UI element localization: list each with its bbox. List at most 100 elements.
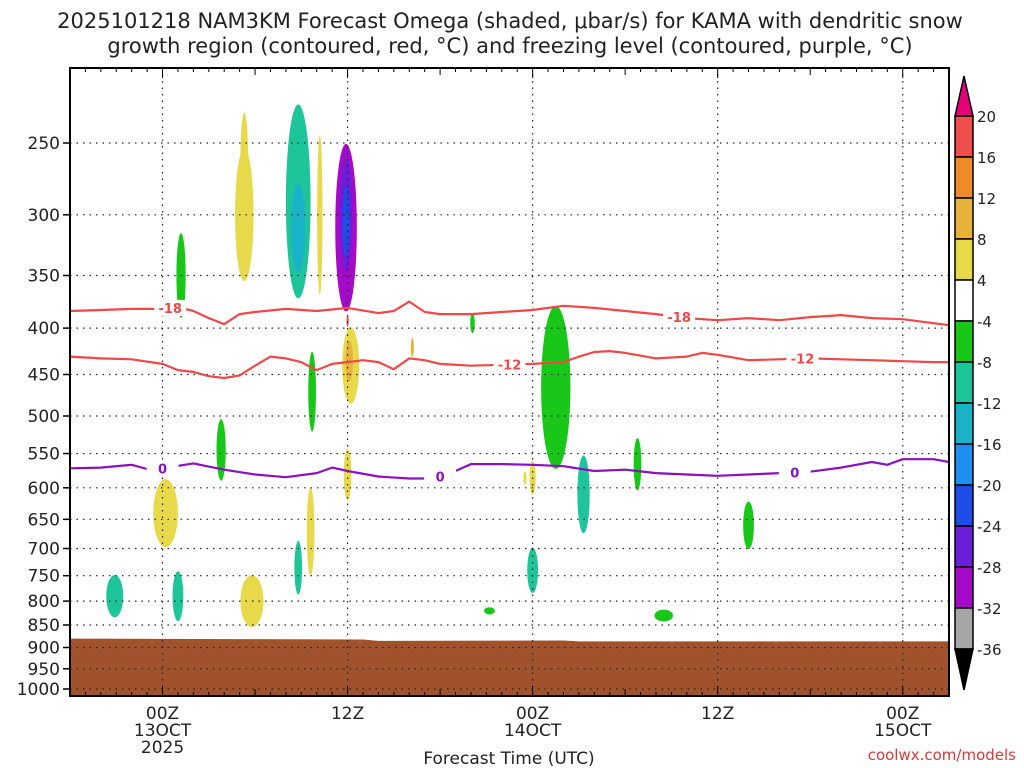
contour-label-bg (146, 460, 179, 477)
y-tick-label-500: 500 (28, 407, 60, 427)
colorbar-bin-1 (954, 115, 974, 158)
contour-label-bg (493, 356, 526, 373)
omega-cell-13 (541, 305, 571, 470)
y-tick-label-300: 300 (28, 206, 60, 226)
contour-label-bg (663, 309, 696, 326)
omega-cell-6 (235, 148, 254, 282)
x-tick-label-24-1: 14OCT (504, 721, 562, 741)
omega-cell-31 (346, 315, 349, 328)
x-tick-label-36-0: 12Z (701, 704, 734, 724)
x-tick-label-24-0: 00Z (516, 704, 549, 724)
omega-cell-14 (577, 455, 590, 534)
y-tick-label-900: 900 (28, 639, 60, 659)
colorbar-bin-9 (954, 443, 974, 486)
omega-cell-25 (654, 609, 673, 622)
colorbar-label-11: -28 (977, 559, 1002, 577)
omega-cell-21 (172, 571, 184, 622)
contour-label-bg (424, 468, 457, 485)
y-tick-label-250: 250 (28, 134, 60, 154)
contour-dgz-bottom (70, 350, 949, 380)
omega-cell-17 (306, 486, 315, 576)
contour-label-dgz-bottom-1: -12 (791, 353, 815, 368)
y-tick-label-550: 550 (28, 445, 60, 465)
x-axis-label: Forecast Time (UTC) (423, 749, 594, 768)
colorbar-label-10: -24 (977, 518, 1002, 536)
y-tick-label-350: 350 (28, 267, 60, 287)
colorbar-label-3: 8 (977, 231, 987, 249)
y-tick-label-700: 700 (28, 540, 60, 560)
omega-cell-28 (470, 313, 475, 334)
y-tick-label-1000: 1000 (17, 680, 60, 700)
x-tick-label-0-1: 13OCT (134, 721, 192, 741)
omega-cell-4 (291, 183, 306, 273)
plot-frame (69, 67, 950, 697)
y-tick-label-600: 600 (28, 479, 60, 499)
x-tick-label-0-2: 2025 (141, 738, 184, 758)
colorbar-bin-3 (954, 197, 974, 240)
y-axis: 250 300 350 400 450 500 550 600 650 700 750 800 850 9… (17, 134, 70, 700)
contour-label-freezing-level-1: 0 (436, 470, 445, 485)
colorbar-bin-6 (954, 320, 974, 363)
colorbar-bin-4 (954, 238, 974, 281)
colorbar: 20 16 12 8 4 -4 -8 -12 -16 -20 -24 -28 -32 -36 (954, 75, 1002, 691)
omega-cell-18 (294, 540, 303, 595)
y-tick-label-400: 400 (28, 319, 60, 339)
chart-title: 2025101218 NAM3KM Forecast Omega (shaded… (57, 9, 963, 58)
y-tick-label-800: 800 (28, 592, 60, 612)
contour-freezing-level (70, 458, 949, 480)
y-tick-label-650: 650 (28, 510, 60, 530)
colorbar-bin-5 (954, 279, 974, 322)
terrain-fill (70, 638, 949, 696)
x-tick-label-12-0: 12Z (331, 704, 364, 724)
contour-label-freezing-level-2: 0 (790, 466, 799, 481)
terrain-area (70, 638, 949, 696)
y-tick-label-750: 750 (28, 567, 60, 587)
colorbar-bin-10 (954, 484, 974, 527)
contour-label-dgz-top-0: -18 (158, 302, 182, 317)
omega-cell-16 (153, 479, 178, 548)
contour-label-dgz-top-1: -18 (667, 311, 691, 326)
colorbar-label-1: 16 (977, 149, 996, 167)
omega-cell-5 (317, 134, 323, 295)
colorbar-label-0: 20 (977, 108, 996, 126)
contour-label-freezing-level-0: 0 (158, 462, 167, 477)
omega-cell-29 (523, 471, 527, 485)
x-tick-label-48-1: 15OCT (874, 721, 932, 741)
colorbar-bin-2 (954, 156, 974, 199)
omega-cell-27 (633, 437, 642, 491)
omega-cell-20 (106, 574, 124, 618)
colorbar-label-6: -8 (977, 354, 992, 372)
omega-shading (106, 104, 754, 627)
x-tick-label-48-0: 00Z (886, 704, 919, 724)
colorbar-label-5: -4 (977, 313, 992, 331)
y-tick-label-850: 850 (28, 616, 60, 636)
colorbar-bin-bottom (954, 648, 974, 691)
omega-cell-2 (342, 185, 350, 257)
omega-cell-22 (527, 547, 539, 594)
colorbar-bin-8 (954, 402, 974, 445)
chart-title-line-1: 2025101218 NAM3KM Forecast Omega (shaded… (57, 9, 963, 33)
contour-label-bg (154, 299, 187, 316)
omega-cell-24 (484, 607, 495, 615)
colorbar-bin-11 (954, 525, 974, 568)
x-tick-label-0-0: 00Z (146, 704, 179, 724)
colorbar-label-7: -12 (977, 395, 1002, 413)
colorbar-label-4: 4 (977, 272, 987, 290)
colorbar-label-13: -36 (977, 641, 1002, 659)
colorbar-label-9: -20 (977, 477, 1002, 495)
omega-cell-11 (308, 351, 316, 432)
omega-cell-12 (343, 448, 352, 500)
colorbar-label-12: -32 (977, 600, 1002, 618)
colorbar-bin-13 (954, 607, 974, 650)
y-tick-label-450: 450 (28, 366, 60, 386)
colorbar-label-8: -16 (977, 436, 1002, 454)
chart-title-line-2: growth region (contoured, red, °C) and f… (107, 34, 912, 58)
contour-label-dgz-bottom-0: -12 (498, 359, 522, 374)
omega-cell-15 (216, 419, 226, 481)
contour-lines: -18 -18 -12 -12 0 0 0 (70, 299, 949, 485)
omega-cell-7 (240, 112, 249, 205)
omega-cell-26 (743, 501, 754, 550)
grid-lines (70, 68, 949, 696)
